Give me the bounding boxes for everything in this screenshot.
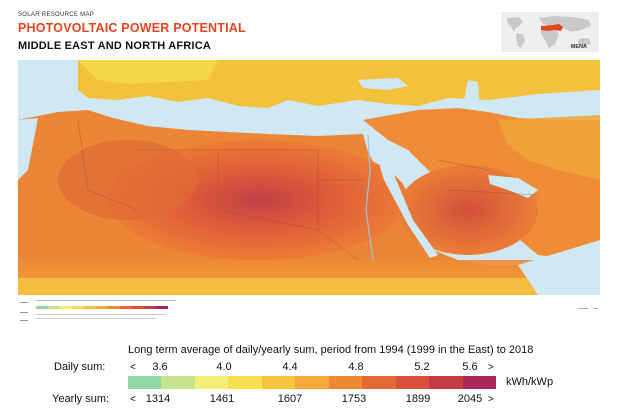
color-scale-swatch xyxy=(161,376,195,389)
color-scale-swatch xyxy=(429,376,463,389)
color-scale-swatch xyxy=(295,376,329,389)
yearly-tick: 1899 xyxy=(405,393,431,405)
daily-tick: 3.6 xyxy=(152,361,168,373)
map-footer-strip xyxy=(18,298,600,328)
yearly-tick: 1753 xyxy=(341,393,367,405)
yearly-tick: 2045 xyxy=(457,393,483,405)
color-scale-swatch xyxy=(395,376,430,389)
map-footer-strip-graphic xyxy=(20,300,598,321)
inset-world-map-graphic xyxy=(501,12,599,52)
color-scale-swatch xyxy=(328,376,363,389)
yearly-tick: 1607 xyxy=(277,393,303,405)
color-scale-swatch xyxy=(128,376,162,389)
daily-tick: 4.4 xyxy=(282,361,298,373)
yearly-tick: 1314 xyxy=(145,393,171,405)
color-scale-swatch xyxy=(362,376,396,389)
yearly-left-arrow: < xyxy=(130,394,136,405)
legend-caption: Long term average of daily/yearly sum, p… xyxy=(128,344,534,356)
daily-tick: 4.8 xyxy=(348,361,364,373)
color-scale-swatch xyxy=(194,376,229,389)
color-scale-swatch xyxy=(228,376,262,389)
daily-tick: 5.2 xyxy=(414,361,430,373)
unit-label: kWh/kWp xyxy=(506,376,554,388)
yearly-sum-label: Yearly sum: xyxy=(52,393,110,405)
daily-left-arrow: < xyxy=(130,362,136,373)
color-scale-swatch xyxy=(462,376,496,389)
color-scale-swatch xyxy=(261,376,296,389)
inset-locator-map: MENA xyxy=(501,12,599,52)
daily-tick: 5.6 xyxy=(462,361,478,373)
color-scale-bar xyxy=(128,376,496,389)
map-region-subtitle: MIDDLE EAST AND NORTH AFRICA xyxy=(18,40,211,52)
daily-tick: 4.0 xyxy=(216,361,232,373)
inset-region-label: MENA xyxy=(570,44,587,50)
pv-potential-map xyxy=(18,60,600,295)
map-title: PHOTOVOLTAIC POWER POTENTIAL xyxy=(18,21,246,35)
daily-right-arrow: > xyxy=(488,362,494,373)
yearly-tick: 1461 xyxy=(209,393,235,405)
map-series-label: SOLAR RESOURCE MAP xyxy=(18,12,95,18)
yearly-right-arrow: > xyxy=(488,394,494,405)
pv-potential-map-graphic xyxy=(18,60,600,295)
daily-sum-label: Daily sum: xyxy=(54,361,106,373)
